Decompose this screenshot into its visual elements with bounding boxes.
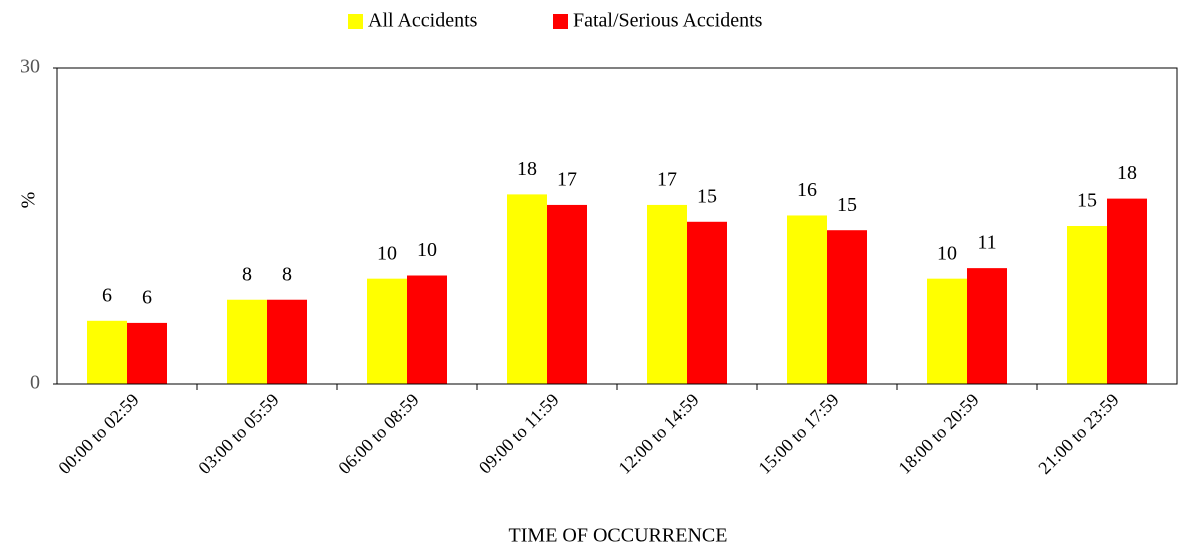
data-label: 15 — [1077, 190, 1097, 212]
x-tick-label: 15:00 to 17:59 — [754, 390, 842, 478]
x-axis-title: TIME OF OCCURRENCE — [509, 525, 728, 547]
x-tick-label: 00:00 to 02:59 — [54, 390, 142, 478]
data-label: 8 — [242, 263, 252, 285]
bar — [927, 278, 967, 384]
bar — [267, 299, 307, 384]
bar — [127, 322, 167, 384]
data-label: 10 — [377, 242, 397, 264]
x-tick-label: 09:00 to 11:59 — [475, 390, 563, 478]
data-label: 8 — [282, 263, 292, 285]
y-tick-label: 0 — [30, 372, 40, 394]
data-label: 16 — [797, 179, 817, 201]
x-tick-label: 18:00 to 20:59 — [894, 390, 982, 478]
x-tick-label: 03:00 to 05:59 — [194, 390, 282, 478]
bar — [507, 194, 547, 384]
bar — [367, 278, 407, 384]
bar — [547, 204, 587, 384]
data-label: 10 — [937, 242, 957, 264]
bar — [967, 268, 1007, 384]
x-tick-label: 21:00 to 23:59 — [1034, 390, 1122, 478]
data-label: 15 — [837, 194, 857, 216]
y-tick-label: 30 — [20, 56, 40, 78]
bar — [227, 299, 267, 384]
data-label: 11 — [977, 232, 996, 254]
x-tick-label: 12:00 to 14:59 — [614, 390, 702, 478]
bar — [1107, 198, 1147, 384]
legend-swatch — [348, 14, 363, 29]
data-label: 15 — [697, 185, 717, 207]
y-axis-title: % — [18, 192, 40, 209]
bar — [827, 230, 867, 384]
data-label: 6 — [102, 284, 112, 306]
data-label: 6 — [142, 287, 152, 309]
data-label: 18 — [1117, 162, 1137, 184]
bar — [407, 275, 447, 384]
data-label: 17 — [657, 169, 677, 191]
plot-frame — [56, 67, 1178, 385]
data-label: 17 — [557, 169, 577, 191]
x-tick-label: 06:00 to 08:59 — [334, 390, 422, 478]
bar — [1067, 226, 1107, 384]
data-label: 10 — [417, 239, 437, 261]
bar — [687, 221, 727, 384]
data-label: 18 — [517, 158, 537, 180]
legend-label: Fatal/Serious Accidents — [573, 10, 763, 32]
bar — [787, 215, 827, 384]
legend-label: All Accidents — [368, 10, 478, 32]
legend-swatch — [553, 14, 568, 29]
bar — [647, 204, 687, 384]
bar — [87, 320, 127, 384]
